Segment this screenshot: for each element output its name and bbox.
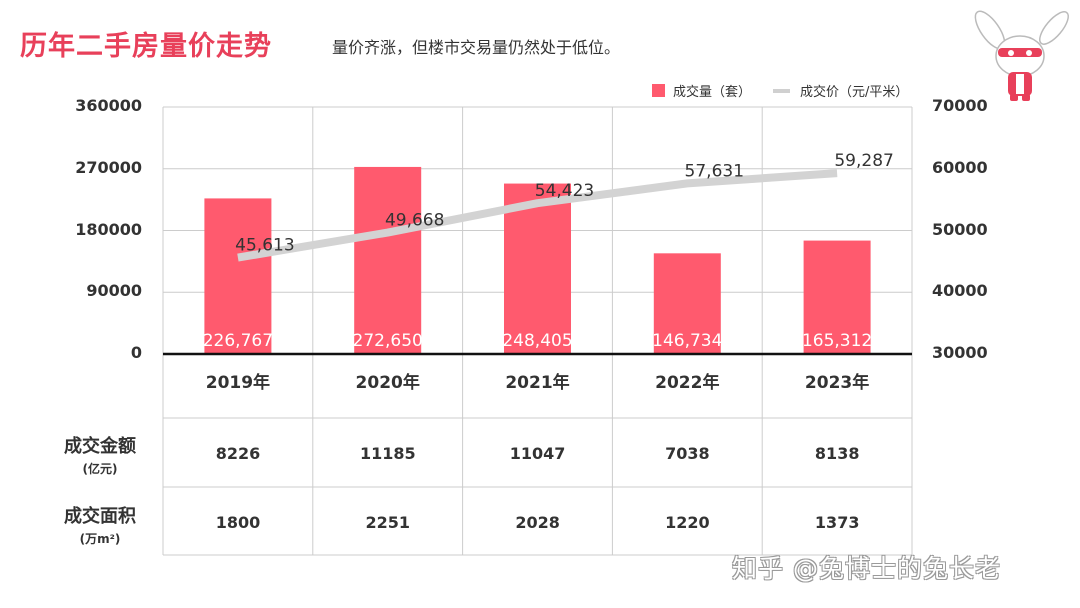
y-left-tick-label: 270000 (75, 157, 142, 177)
row-header-area: 成交面积 (万m²) (40, 502, 160, 547)
table-cell: 11185 (359, 444, 416, 463)
price-line (237, 169, 838, 262)
rabbit-mascot-logo (974, 10, 1069, 101)
table-cell: 11047 (509, 444, 566, 463)
row-header-amount: 成交金额 (亿元) (40, 432, 160, 477)
row-header-area-unit: (万m²) (79, 532, 121, 546)
chart-legend: 成交量（套） 成交价（元/平米） (652, 81, 908, 100)
table-cell: 1373 (814, 513, 860, 532)
y-right-tick-label: 60000 (932, 157, 988, 177)
y-left-tick-label: 360000 (75, 96, 142, 115)
row-header-amount-label: 成交金额 (64, 436, 136, 457)
table-cell: 8138 (814, 444, 860, 463)
legend-bar-swatch (652, 84, 665, 97)
x-tick-label: 2023年 (805, 372, 869, 393)
x-tick-label: 2019年 (206, 372, 270, 393)
bar-2023年 (803, 240, 871, 354)
price-point-label: 54,423 (535, 181, 594, 201)
y-right-tick-label: 40000 (932, 281, 988, 301)
x-tick-label: 2022年 (655, 372, 719, 393)
y-right-tick-label: 30000 (932, 343, 988, 362)
bar-value-label: 165,312 (802, 331, 872, 351)
bar-value-label: 248,405 (502, 331, 572, 351)
y-right-tick-label: 50000 (932, 219, 988, 239)
x-tick-label: 2021年 (505, 372, 569, 393)
table-cell: 7038 (665, 444, 710, 463)
page-subtitle: 量价齐涨，但楼市交易量仍然处于低位。 (332, 38, 621, 57)
table-cell: 1220 (665, 513, 710, 532)
price-point-label: 49,668 (385, 211, 444, 231)
legend-line-swatch (773, 88, 791, 93)
table-cell: 8226 (215, 444, 261, 463)
page-title: 历年二手房量价走势 (20, 31, 272, 62)
bar-value-label: 272,650 (353, 331, 423, 351)
y-left-tick-label: 180000 (75, 219, 142, 239)
row-header-amount-unit: (亿元) (82, 462, 118, 476)
watermark: 知乎 @兔博士的兔长老 (732, 554, 1001, 583)
y-right-tick-label: 70000 (932, 96, 988, 115)
table-cell: 1800 (215, 513, 261, 532)
price-point-label: 57,631 (685, 161, 744, 181)
bar-value-label: 146,734 (652, 331, 722, 351)
price-point-label: 45,613 (235, 236, 294, 256)
table-cell: 2028 (515, 513, 560, 532)
bar-2021年 (504, 183, 571, 354)
bar-2022年 (653, 253, 721, 354)
row-header-area-label: 成交面积 (64, 506, 136, 527)
x-tick-label: 2020年 (356, 372, 420, 393)
y-left-tick-label: 90000 (86, 281, 142, 301)
bar-2020年 (354, 166, 422, 354)
bar-value-label: 226,767 (203, 331, 273, 351)
table-cell: 2251 (365, 513, 411, 532)
y-left-tick-label: 0 (130, 343, 142, 362)
price-point-label: 59,287 (834, 151, 893, 171)
bar-2019年 (204, 198, 272, 354)
legend-line-label: 成交价（元/平米） (800, 85, 909, 100)
legend-bar-label: 成交量（套） (673, 85, 752, 100)
